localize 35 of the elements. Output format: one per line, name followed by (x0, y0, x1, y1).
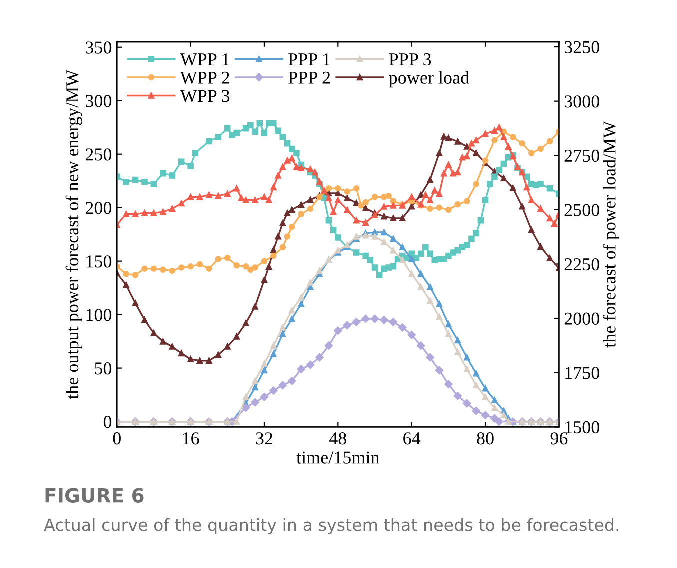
y-axis-title: the output power forecast of new energy/MW (66, 70, 82, 400)
y2-tick-label: 1500 (566, 421, 600, 434)
y-tick-label: 100 (86, 309, 112, 322)
y2-tick-label: 1750 (566, 367, 600, 380)
legend-label: PPP 2 (288, 72, 330, 84)
y-tick-label: 300 (86, 95, 112, 108)
x-tick-label: 96 (550, 432, 568, 445)
legend-label: WPP 2 (180, 72, 230, 84)
x-tick-label: 80 (477, 432, 494, 445)
y2-tick-label: 2000 (564, 312, 600, 325)
y2-tick-label: 2500 (564, 204, 600, 216)
x-tick-label: 64 (404, 432, 421, 445)
text: Actual curve of the quantity in a system that needs to be forecasted. (44, 518, 619, 535)
y2-tick-label: 2250 (564, 258, 600, 271)
x-tick-label: 0 (113, 432, 121, 445)
x-tick-label: 32 (256, 432, 273, 445)
legend-label: PPP 3 (389, 54, 432, 66)
y-tick-label: 50 (95, 362, 112, 375)
y2-tick-label: 2750 (564, 150, 600, 162)
y-tick-label: 250 (86, 148, 112, 161)
caption: FIGURE 6 (46, 488, 144, 503)
x-tick-label: 16 (183, 432, 200, 445)
y-tick-label: 200 (86, 202, 112, 214)
y-tick-label: 350 (86, 42, 112, 54)
legend-label: WPP 3 (180, 90, 230, 102)
y-tick-label: 150 (86, 256, 112, 268)
x-tick-label: 48 (329, 432, 346, 445)
legend-label: PPP 1 (288, 54, 330, 66)
y2-axis-title: the forecast of power load/MW (602, 121, 620, 348)
y-tick-label: 0 (104, 416, 112, 428)
y2-tick-label: 3000 (564, 96, 600, 108)
y2-tick-label: 3250 (564, 41, 600, 54)
x-axis-title: time/15min (296, 452, 380, 464)
legend-label: power load (389, 71, 470, 88)
legend-label: WPP 1 (180, 54, 230, 66)
